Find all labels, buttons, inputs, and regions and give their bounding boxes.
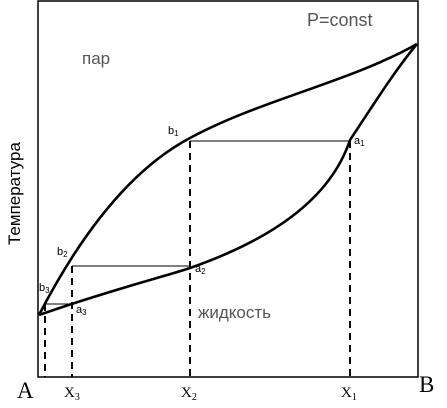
liquid-curve	[38, 43, 418, 317]
point-a1-label: a1	[354, 135, 365, 148]
tick-x3-label: X3	[64, 385, 80, 403]
vapor-region-label: пар	[82, 49, 110, 68]
tick-x2-label: X2	[181, 385, 197, 403]
point-b2-label: b2	[57, 246, 68, 259]
diagram-title: P=const	[307, 10, 373, 30]
plot-frame	[37, 0, 419, 378]
y-axis-label: Температура	[5, 141, 24, 245]
component-b-label: B	[419, 372, 434, 397]
liquid-region-label: жидкость	[198, 303, 271, 322]
component-a-label: A	[17, 378, 34, 403]
tick-x1-label: X1	[341, 385, 357, 403]
vapor-curve	[37, 42, 418, 316]
point-a2-label: a2	[195, 263, 206, 276]
point-b3-label: b3	[39, 282, 50, 295]
point-a3-label: a3	[76, 304, 87, 317]
point-b1-label: b1	[168, 125, 179, 138]
